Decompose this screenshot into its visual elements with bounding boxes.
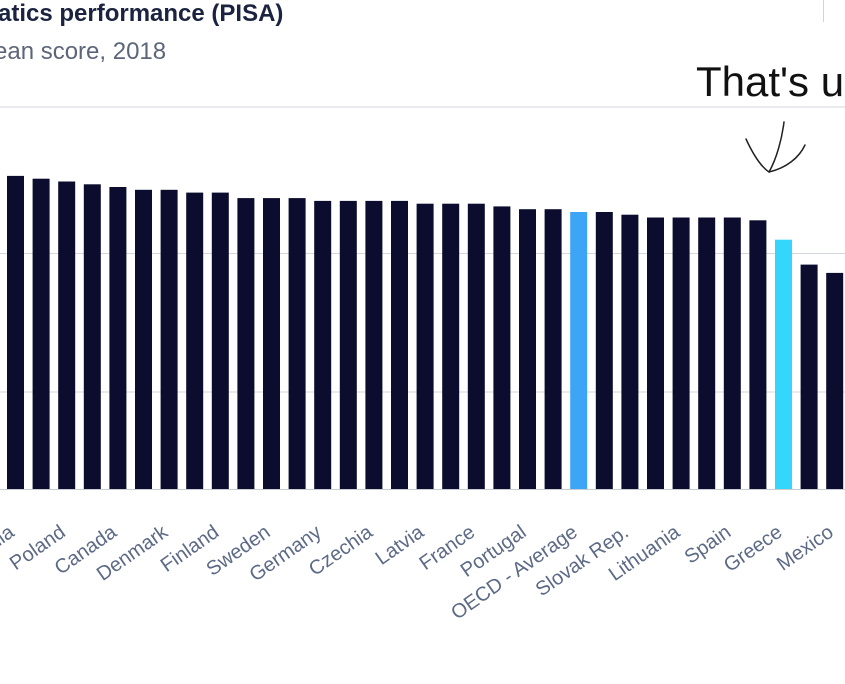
bar-0	[7, 175, 24, 489]
bar-13	[339, 200, 357, 489]
bar-15	[391, 200, 408, 489]
bar-9	[237, 198, 255, 489]
bar-5	[135, 189, 152, 490]
bar-2	[58, 181, 76, 489]
chart-title: atics performance (PISA)	[0, 0, 284, 27]
bar-17	[442, 203, 460, 489]
chart-subtitle: ean score, 2018	[0, 38, 167, 65]
x-tick-label-30: Greece	[720, 521, 786, 577]
frame-line	[823, 0, 824, 22]
bar-8	[211, 192, 229, 489]
bar-11	[288, 198, 306, 489]
bar-12	[314, 200, 332, 489]
bar-29	[749, 220, 767, 490]
bar-6	[160, 189, 178, 490]
handwritten-annotation: That's u	[696, 58, 845, 105]
bar-25	[647, 217, 664, 489]
bar-32	[826, 272, 844, 489]
bar-10	[263, 198, 280, 489]
bar-26	[672, 217, 690, 489]
x-tick-labels: toniaPolandCanadaDenmarkFinlandSwedenGer…	[0, 521, 838, 625]
bar-4	[109, 187, 127, 489]
bar-16	[416, 203, 434, 489]
bar-23	[595, 212, 613, 489]
checkmark-annotation	[745, 121, 806, 174]
bar-22	[570, 212, 588, 489]
bar-3	[83, 184, 101, 490]
bar-30	[775, 239, 792, 489]
bar-24	[621, 214, 639, 489]
bar-7	[186, 192, 204, 489]
bar-28	[723, 217, 741, 489]
bar-27	[698, 217, 716, 489]
bar-31	[800, 264, 818, 489]
bar-14	[365, 200, 383, 489]
bars	[7, 175, 844, 490]
bar-19	[493, 206, 511, 489]
bar-18	[467, 203, 485, 489]
bar-20	[519, 209, 536, 489]
x-tick-label-32: Mexico	[773, 521, 838, 575]
bar-21	[544, 209, 562, 489]
bar-1	[32, 178, 50, 489]
